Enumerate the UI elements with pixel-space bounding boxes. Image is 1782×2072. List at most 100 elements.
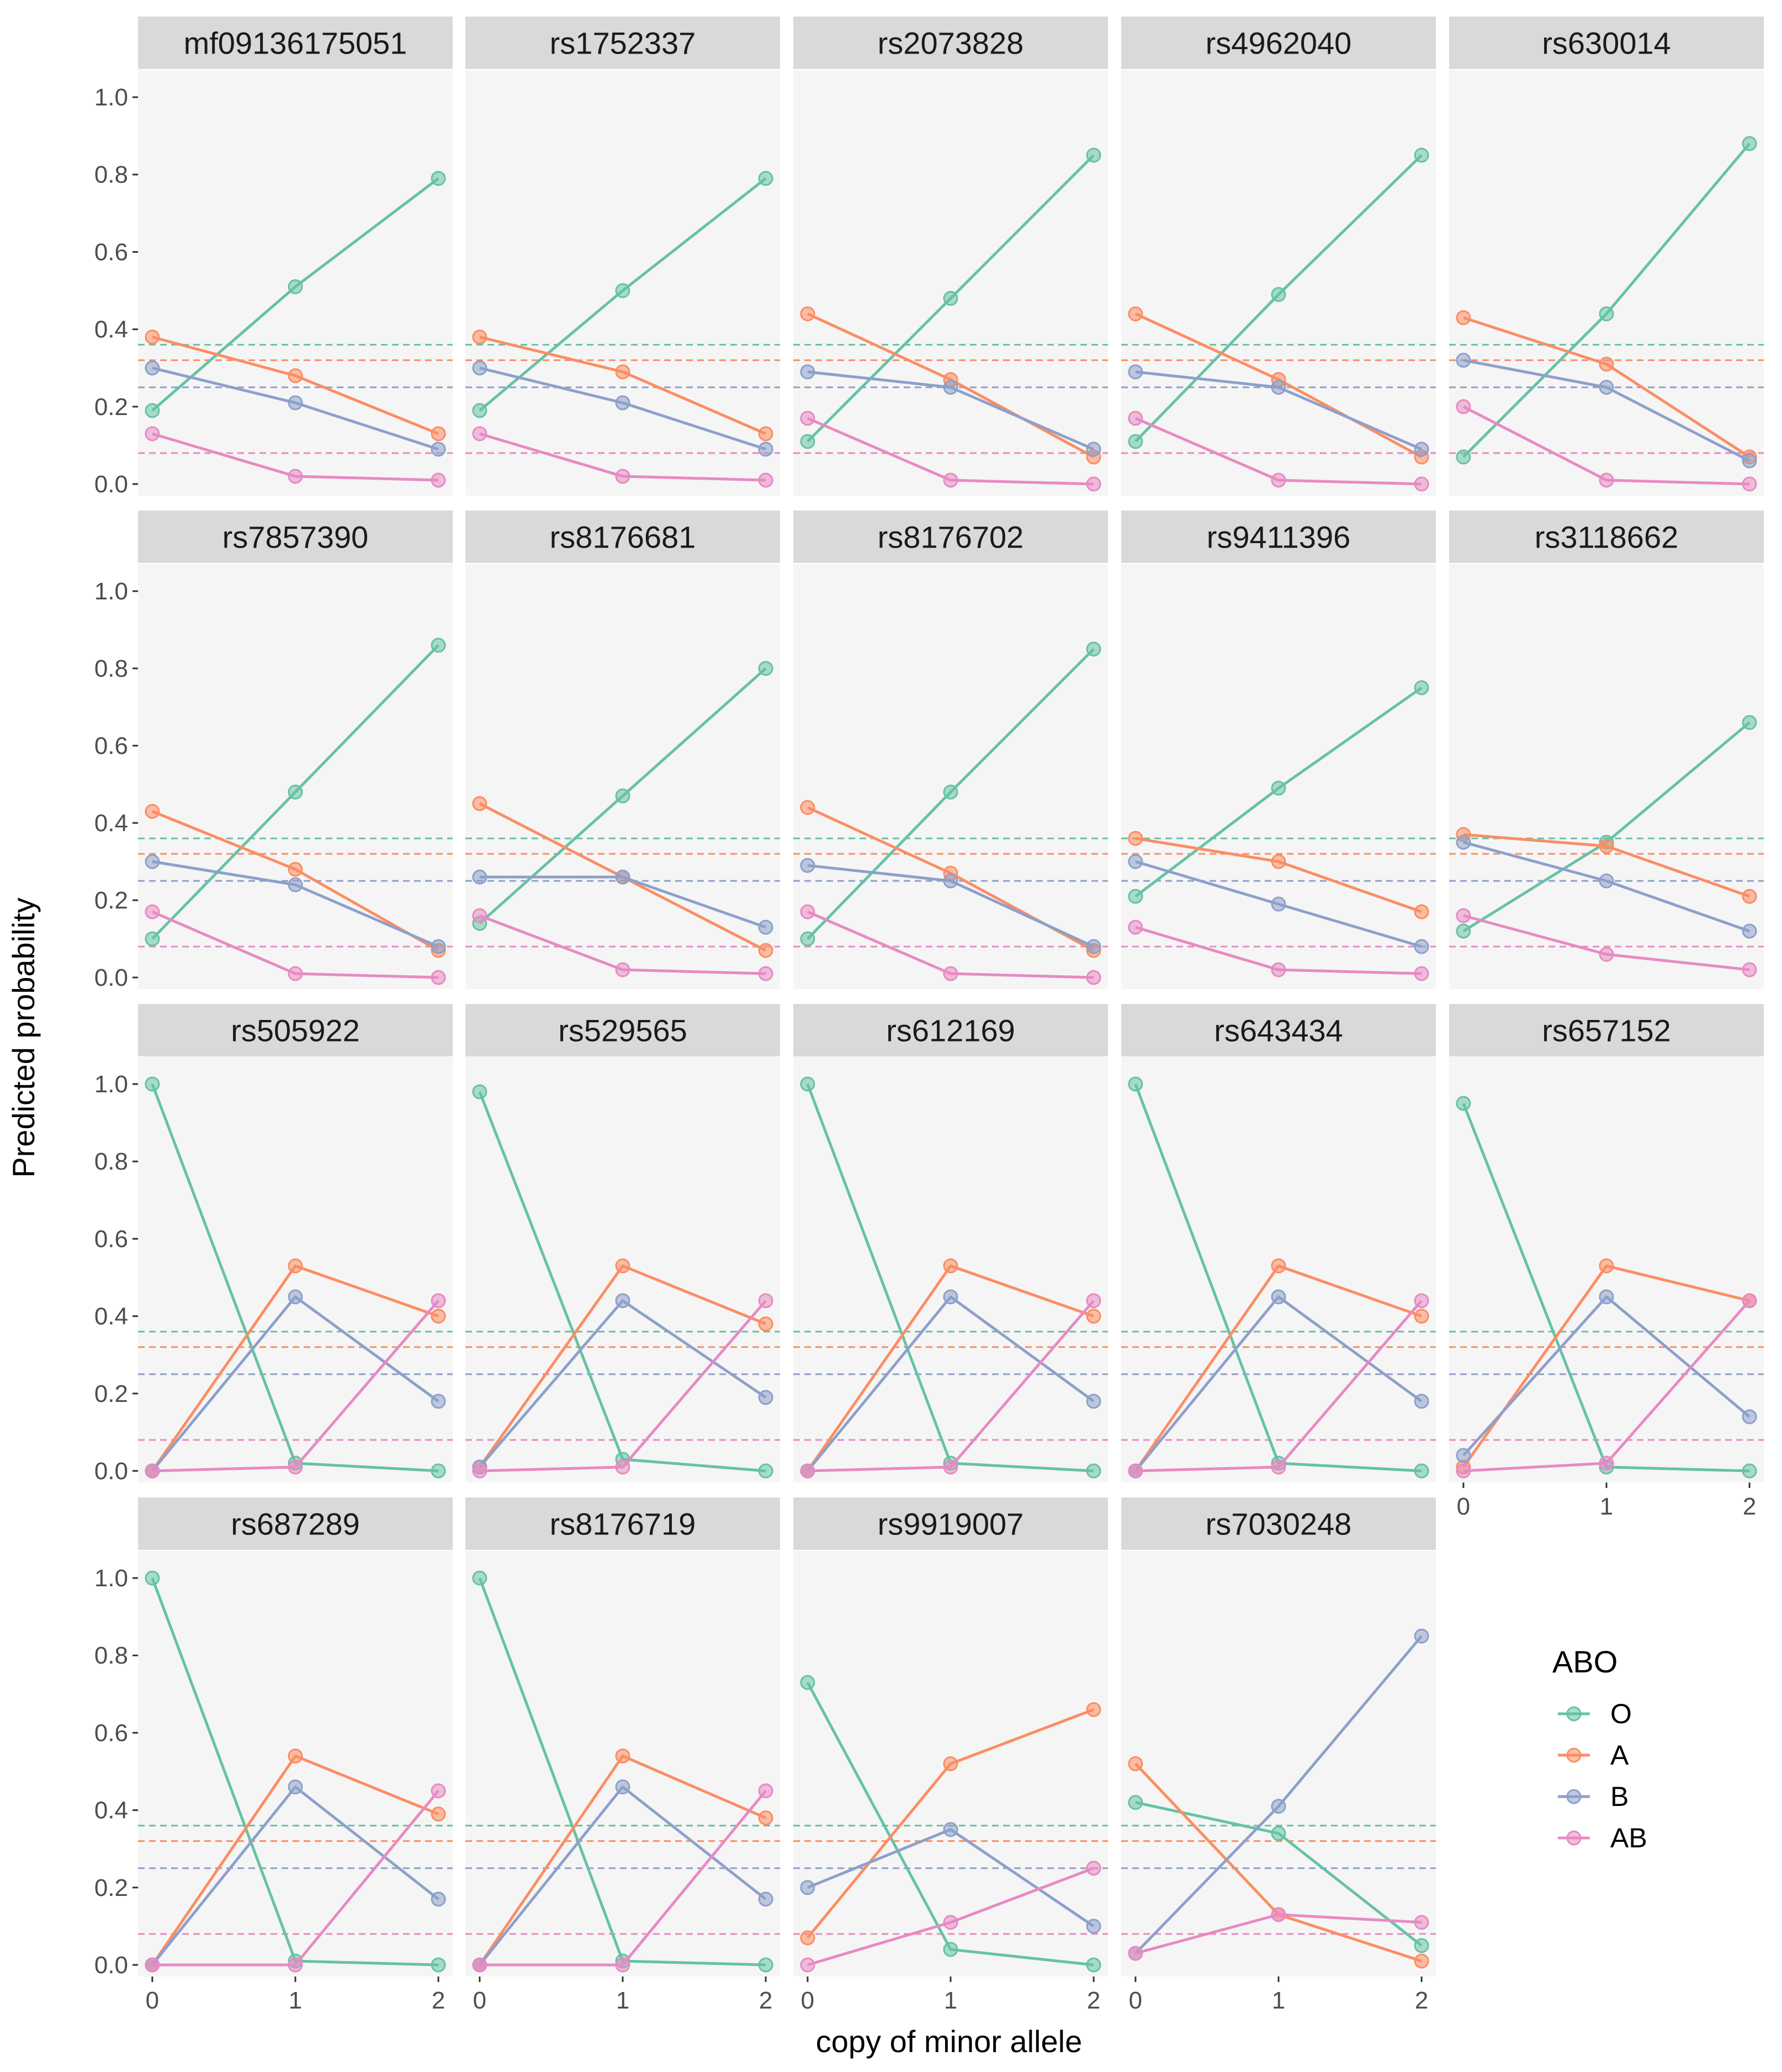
data-point-ab — [288, 1957, 303, 1973]
data-point-a — [145, 804, 160, 819]
legend-label: B — [1610, 1781, 1629, 1812]
data-point-b — [800, 1880, 815, 1895]
data-point-b — [1271, 1799, 1286, 1814]
x-tick-label: 1 — [944, 1987, 957, 2014]
panel-rs8176702: rs8176702 — [793, 511, 1108, 989]
data-point-b — [615, 869, 630, 885]
data-point-a — [758, 943, 773, 958]
panel-rs7857390: rs7857390 0.0 0.2 0.4 0.6 0.8 1.0 — [94, 511, 453, 991]
panel-rs657152: rs657152 — [1449, 1004, 1764, 1483]
data-point-a — [431, 1309, 446, 1324]
data-point-a — [145, 330, 160, 345]
data-point-b — [1456, 835, 1471, 850]
data-point-b — [1271, 1289, 1286, 1305]
data-point-b — [800, 364, 815, 380]
legend-item-b: B — [1558, 1781, 1629, 1812]
y-tick-label: 0.4 — [94, 810, 128, 837]
data-point-ab — [431, 1293, 446, 1309]
x-tick-label: 1 — [289, 1987, 302, 2014]
data-point-o — [431, 637, 446, 653]
x-tick-label: 0 — [1457, 1493, 1470, 1520]
data-point-ab — [943, 472, 958, 488]
panel-rs8176681: rs8176681 — [465, 511, 780, 989]
panel-strip — [1449, 1004, 1764, 1056]
data-point-o — [1456, 1096, 1471, 1111]
data-point-ab — [1414, 1915, 1429, 1930]
data-point-b — [288, 1289, 303, 1305]
data-point-b — [758, 920, 773, 935]
data-point-o — [1742, 715, 1757, 730]
panel-background — [138, 1551, 453, 1977]
y-tick-label: 1.0 — [94, 1071, 128, 1098]
x-tick-label: 1 — [616, 1987, 629, 2014]
data-point-ab — [1456, 1463, 1471, 1479]
data-point-ab — [145, 426, 160, 442]
panel-title: rs630014 — [1542, 26, 1671, 61]
data-point-ab — [1086, 476, 1101, 492]
panel-background — [1121, 564, 1436, 989]
legend-key-point — [1566, 1789, 1582, 1804]
panel-background — [793, 70, 1108, 496]
data-point-a — [758, 1810, 773, 1826]
panel-strip — [793, 511, 1108, 563]
data-point-ab — [758, 1783, 773, 1799]
data-point-ab — [758, 472, 773, 488]
data-point-b — [1599, 380, 1614, 395]
panel-title: rs687289 — [231, 1507, 360, 1542]
data-point-b — [1086, 1919, 1101, 1934]
legend-key-point — [1566, 1830, 1582, 1846]
panel-strip — [138, 511, 453, 563]
data-point-ab — [288, 469, 303, 484]
data-point-a — [615, 364, 630, 380]
data-point-a — [758, 426, 773, 442]
data-point-o — [472, 1084, 487, 1099]
panel-strip — [465, 511, 780, 563]
data-point-o — [1271, 287, 1286, 302]
data-point-o — [431, 1957, 446, 1973]
y-tick-label: 1.0 — [94, 578, 128, 605]
panel-strip — [793, 1004, 1108, 1056]
panel-strip — [138, 1497, 453, 1550]
data-point-a — [1414, 1309, 1429, 1324]
panel-background — [138, 564, 453, 989]
data-point-o — [1414, 1463, 1429, 1479]
y-axis-title: Predicted probability — [6, 897, 41, 1177]
panel-title: rs7857390 — [222, 520, 369, 555]
data-point-a — [800, 306, 815, 322]
data-point-ab — [145, 1957, 160, 1973]
y-tick-label: 0.6 — [94, 1719, 128, 1746]
data-point-o — [758, 1463, 773, 1479]
legend-label: AB — [1610, 1823, 1647, 1853]
legend-item-a: A — [1558, 1740, 1629, 1771]
legend-item-o: O — [1558, 1698, 1632, 1729]
data-point-o — [1086, 1463, 1101, 1479]
x-tick-label: 1 — [1600, 1493, 1613, 1520]
panel-strip — [138, 17, 453, 69]
x-tick-label: 2 — [1415, 1987, 1428, 2014]
data-point-o — [431, 1463, 446, 1479]
data-point-o — [288, 784, 303, 800]
panel-strip — [1121, 17, 1436, 69]
data-point-o — [1414, 1938, 1429, 1953]
data-point-b — [943, 873, 958, 889]
x-tick-label: 2 — [1087, 1987, 1100, 2014]
panel-background — [465, 564, 780, 989]
panel-mf09136175051: mf09136175051 0.0 0.2 0.4 0.6 0.8 1.0 — [94, 17, 453, 498]
y-tick-label: 0.8 — [94, 161, 128, 188]
data-point-b — [758, 1390, 773, 1405]
data-point-ab — [1599, 472, 1614, 488]
data-point-a — [1271, 1258, 1286, 1273]
data-point-ab — [943, 966, 958, 981]
y-tick-label: 0.0 — [94, 1458, 128, 1485]
data-point-o — [1271, 780, 1286, 796]
panel-rs529565: rs529565 — [465, 1004, 780, 1483]
panel-rs7030248: rs7030248 — [1121, 1497, 1436, 1977]
data-point-ab — [758, 966, 773, 981]
data-point-o — [943, 291, 958, 306]
data-point-o — [145, 1076, 160, 1092]
legend-label: O — [1610, 1698, 1632, 1729]
data-point-a — [615, 1258, 630, 1273]
y-tick-label: 0.6 — [94, 732, 128, 759]
data-point-a — [472, 330, 487, 345]
data-point-o — [943, 784, 958, 800]
